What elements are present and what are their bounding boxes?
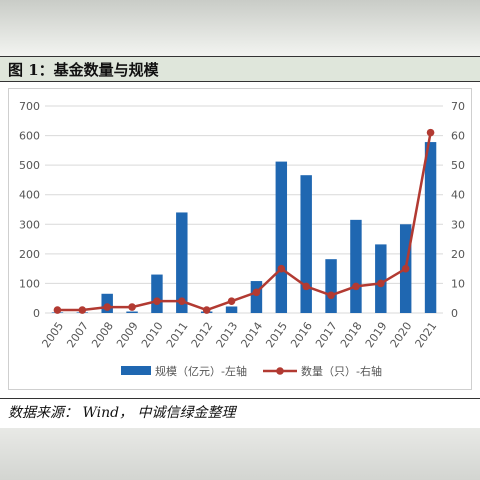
bar (126, 311, 138, 313)
y-right-tick-label: 10 (451, 277, 465, 290)
figure-title: 图 1：基金数量与规模 (8, 61, 159, 79)
x-tick-label: 2021 (413, 320, 440, 350)
x-tick-label: 2016 (288, 320, 315, 350)
y-left-tick-label: 0 (33, 307, 40, 320)
x-tick-label: 2012 (189, 320, 216, 350)
bar (350, 219, 362, 313)
bar (275, 161, 288, 313)
source-line: 数据来源： Wind， 中诚信绿金整理 (0, 398, 480, 424)
y-left-tick-label: 700 (19, 100, 40, 113)
y-left-tick-label: 600 (19, 130, 40, 143)
x-tick-label: 2017 (313, 320, 340, 350)
line-point (153, 297, 161, 305)
x-tick-label: 2019 (363, 320, 390, 350)
line-point (53, 306, 62, 314)
bar (176, 212, 188, 313)
line-point (327, 291, 335, 300)
y-left-tick-label: 400 (19, 189, 40, 202)
bar (225, 306, 238, 313)
source-text: 数据来源： Wind， 中诚信绿金整理 (8, 405, 236, 421)
line-point (426, 128, 435, 137)
y-right-tick-label: 0 (451, 307, 458, 320)
photo-top-band (0, 0, 480, 56)
chart: 0 100 200 300 400 500 600 700 0 10 20 30 40 50 60 70 200… (19, 100, 465, 378)
x-tick-label: 2007 (64, 320, 91, 350)
y-right-tick-label: 70 (451, 100, 465, 113)
line-point (202, 306, 211, 314)
bar (424, 142, 437, 313)
x-tick-label: 2005 (39, 320, 66, 350)
y-left-tick-label: 200 (19, 248, 40, 261)
x-tick-label: 2018 (338, 320, 365, 350)
line-point (78, 306, 87, 314)
y-left-tick-label: 300 (19, 218, 40, 231)
x-tick-label: 2010 (139, 320, 166, 350)
line-point (302, 282, 310, 291)
line-point (227, 297, 236, 305)
y-right-tick-label: 50 (451, 159, 465, 172)
line-point (377, 279, 385, 288)
figure-title-bar: 图 1：基金数量与规模 (0, 56, 480, 82)
bar (300, 175, 312, 313)
bar (250, 281, 263, 313)
line-point (252, 288, 261, 297)
x-tick-label: 2014 (238, 320, 265, 350)
legend-swatch-point (276, 367, 284, 375)
y-right-tick-label: 20 (451, 248, 465, 261)
line-point (401, 264, 410, 273)
y-left-tick-label: 100 (19, 277, 40, 290)
chart-frame: 0 100 200 300 400 500 600 700 0 10 20 30 40 50 60 70 200… (8, 88, 472, 390)
y-right-tick-label: 60 (451, 130, 465, 143)
x-tick-label: 2020 (388, 320, 415, 350)
line-point (128, 303, 136, 311)
y-left-tick-label: 500 (19, 159, 40, 172)
line-series (57, 132, 432, 312)
line-point (178, 297, 186, 305)
x-tick-label: 2008 (89, 320, 116, 350)
x-tick-label: 2015 (263, 320, 290, 350)
legend-swatch-bar (121, 366, 151, 375)
x-tick-label: 2013 (214, 320, 241, 350)
bar (375, 244, 387, 313)
legend-label-bar: 规模（亿元）-左轴 (155, 364, 247, 378)
line-point (103, 303, 111, 311)
x-tick-label: 2011 (164, 320, 191, 350)
x-tick-label: 2009 (114, 320, 141, 350)
bar (325, 259, 337, 313)
line-point (277, 264, 286, 273)
legend-label-line: 数量（只）-右轴 (301, 364, 382, 378)
line-point (352, 282, 360, 291)
photo-bottom-band (0, 428, 480, 480)
bar (151, 274, 163, 313)
y-right-tick-label: 30 (451, 218, 465, 231)
y-right-tick-label: 40 (451, 189, 465, 202)
